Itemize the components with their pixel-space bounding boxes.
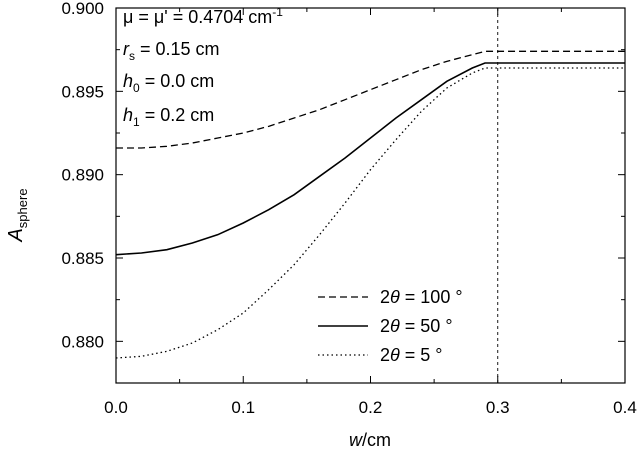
legend: 2θ = 100 ° 2θ = 50 ° 2θ = 5 ° — [318, 287, 463, 365]
y-tick-label: 0.900 — [61, 0, 104, 18]
series-line-dotted — [115, 67, 625, 359]
x-tick-label: 0.1 — [231, 398, 255, 417]
y-axis-label: Asphere — [5, 188, 30, 242]
y-tick-label: 0.880 — [61, 332, 104, 351]
legend-label: 2θ = 50 ° — [380, 316, 453, 336]
annotation-rs: rs = 0.15 cm — [123, 39, 220, 63]
x-tick-label: 0.3 — [486, 398, 510, 417]
x-tick-label: 0.4 — [613, 398, 637, 417]
plot-frame — [115, 7, 626, 384]
axis-ticks: 0.0 0.1 0.2 0.3 0.4 0.880 0.885 0.890 0.895 0.900 — [61, 0, 636, 417]
annotation-h1: h1 = 0.2 cm — [123, 105, 214, 129]
legend-label: 2θ = 100 ° — [380, 287, 463, 307]
x-tick-label: 0.0 — [104, 398, 128, 417]
x-tick-label: 0.2 — [359, 398, 383, 417]
y-tick-label: 0.885 — [61, 249, 104, 268]
legend-label: 2θ = 5 ° — [380, 345, 443, 365]
y-tick-label: 0.895 — [61, 82, 104, 101]
x-axis-label: w/cm — [349, 430, 391, 450]
annotation-mu: μ = μ' = 0.4704 cm-1 — [123, 5, 283, 27]
annotation-h0: h0 = 0.0 cm — [123, 71, 214, 95]
series-line-dashed — [116, 50, 625, 149]
y-tick-label: 0.890 — [61, 166, 104, 185]
series-line-solid — [115, 62, 625, 256]
series-layer — [115, 50, 625, 359]
